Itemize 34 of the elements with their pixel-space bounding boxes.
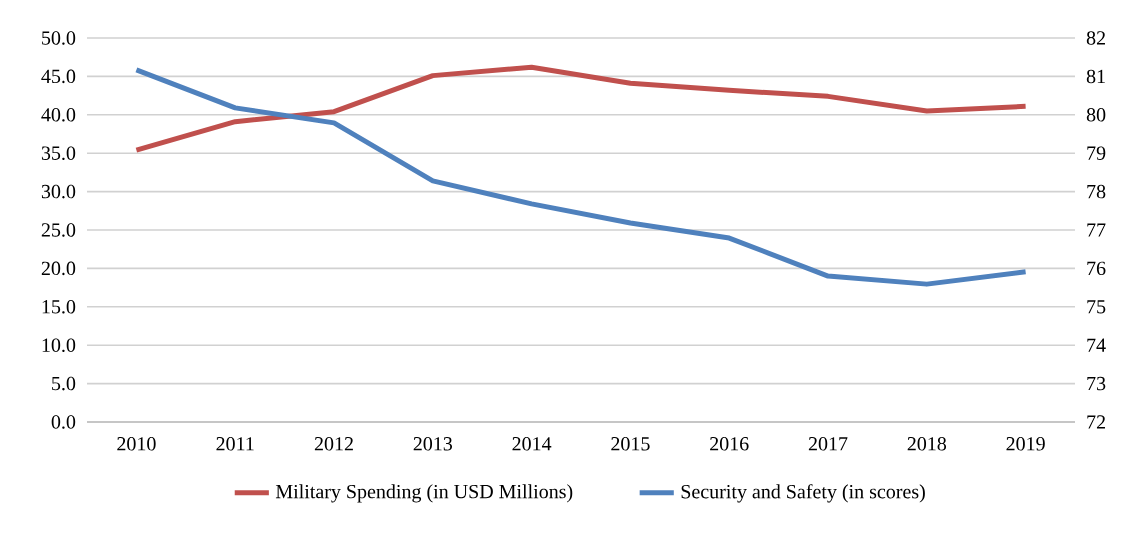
legend-label: Military Spending (in USD Millions): [275, 484, 573, 503]
x-tick-label: 2014: [512, 437, 552, 451]
y2-tick-label: 81: [1086, 69, 1105, 84]
x-tick-label: 2018: [907, 437, 947, 451]
y-tick-label: 50.0: [42, 31, 76, 45]
x-tick-label: 2010: [117, 437, 156, 451]
y-tick-label: 5.0: [52, 376, 76, 391]
y-tick-label: 35.0: [41, 146, 76, 160]
legend-label: Security and Safety (in scores): [681, 484, 925, 503]
y2-tick-label: 77: [1087, 223, 1106, 237]
x-tick-label: 2015: [611, 437, 650, 451]
x-tick-label: 2017: [808, 437, 848, 451]
y-tick-label: 10.0: [42, 338, 76, 352]
y-tick-label: 15.0: [42, 300, 76, 314]
x-tick-label: 2012: [314, 437, 353, 451]
x-tick-label: 2016: [710, 437, 749, 451]
y-tick-label: 20.0: [41, 261, 76, 276]
y2-tick-label: 74: [1087, 338, 1106, 352]
y-tick-label: 45.0: [41, 69, 76, 84]
y2-tick-label: 79: [1087, 146, 1106, 160]
y2-tick-label: 75: [1087, 300, 1106, 314]
y-tick-label: 30.0: [41, 184, 76, 199]
y2-tick-label: 82: [1086, 31, 1105, 45]
y2-tick-label: 72: [1087, 415, 1105, 429]
y-tick-label: 25.0: [41, 223, 76, 237]
y-tick-label: 40.0: [41, 108, 76, 122]
y2-tick-label: 78: [1087, 184, 1106, 199]
y2-tick-label: 80: [1086, 108, 1106, 122]
x-tick-label: 2013: [413, 437, 453, 451]
x-tick-label: 2011: [216, 437, 254, 451]
y2-tick-label: 73: [1087, 376, 1106, 391]
y-tick-label: 0.0: [51, 415, 76, 429]
y2-tick-label: 76: [1087, 261, 1106, 276]
x-tick-label: 2019: [1006, 437, 1045, 451]
